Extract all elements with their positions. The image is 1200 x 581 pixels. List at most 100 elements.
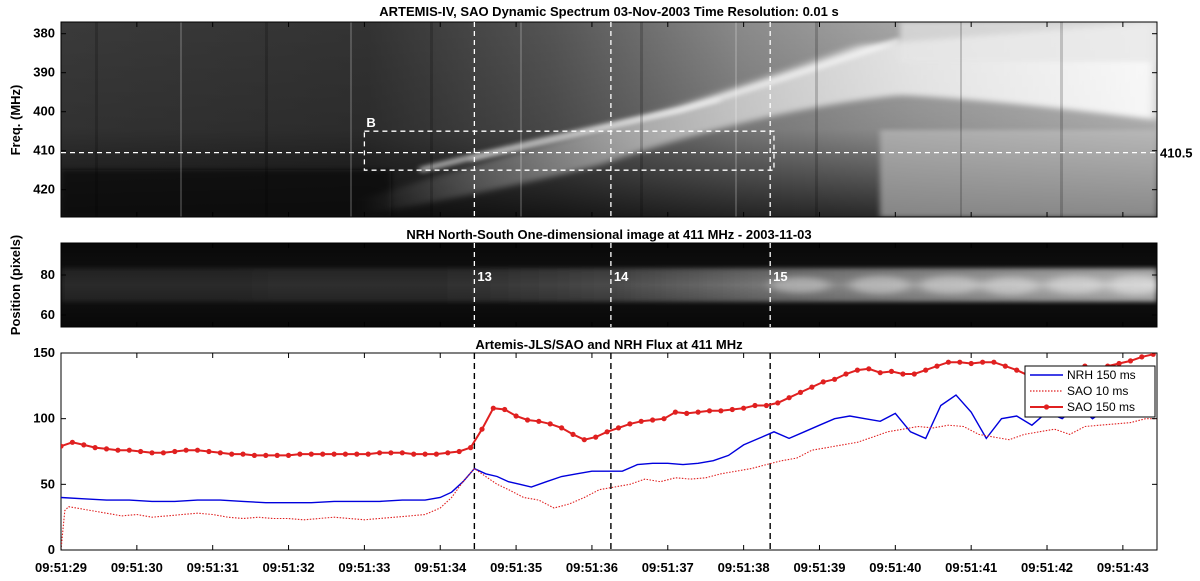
sao-150ms-point bbox=[92, 445, 98, 451]
spectrum-ytick-label: 390 bbox=[33, 65, 55, 80]
sao-150ms-point bbox=[433, 451, 439, 457]
time-tick-label: 09:51:42 bbox=[1021, 560, 1073, 575]
sao-150ms-point bbox=[263, 452, 269, 458]
sao-150ms-point bbox=[331, 451, 337, 457]
spectrum-ylabel: Freq. (MHz) bbox=[8, 85, 23, 156]
sao-150ms-point bbox=[900, 371, 906, 377]
sao-150ms-point bbox=[468, 445, 474, 451]
sao-150ms-point bbox=[957, 359, 963, 365]
time-tick-label: 09:51:41 bbox=[945, 560, 997, 575]
sao-150ms-point bbox=[627, 421, 633, 427]
sao-150ms-point bbox=[615, 425, 622, 431]
sao-150ms-point bbox=[377, 450, 383, 456]
sao-150ms-point bbox=[1014, 367, 1020, 373]
sao-150ms-point bbox=[866, 366, 872, 372]
sao-150ms-point bbox=[729, 406, 735, 413]
sao-150ms-point bbox=[661, 416, 667, 422]
time-tick-label: 09:51:34 bbox=[414, 560, 467, 575]
sao-150ms-point bbox=[297, 451, 303, 457]
sao-150ms-point bbox=[775, 400, 781, 406]
time-tick-label: 09:51:32 bbox=[263, 560, 315, 575]
legend-marker-sao150 bbox=[1043, 404, 1050, 410]
sao-150ms-point bbox=[706, 408, 713, 414]
sao-150ms-point bbox=[194, 447, 201, 453]
spectrum-frame bbox=[60, 21, 1158, 218]
sao-150ms-point bbox=[877, 370, 883, 376]
sao-150ms-point bbox=[854, 367, 861, 373]
sao-150ms-point bbox=[934, 363, 940, 369]
sao-150ms-point bbox=[365, 451, 371, 457]
sao-150ms-point bbox=[513, 413, 519, 419]
sao-150ms-point bbox=[832, 376, 838, 382]
sao-150ms-point bbox=[536, 418, 542, 424]
sao-150ms-point bbox=[547, 421, 553, 427]
legend-label-sao150: SAO 150 ms bbox=[1067, 400, 1135, 414]
sao-150ms-point bbox=[217, 450, 223, 456]
flux-ytick-label: 0 bbox=[48, 542, 55, 557]
sao-150ms-point bbox=[570, 431, 576, 437]
sao-150ms-point bbox=[274, 452, 280, 458]
freq-line-label: 410.5 bbox=[1160, 146, 1193, 161]
sao-150ms-point bbox=[843, 371, 849, 377]
nrh-title: NRH North-South One-dimensional image at… bbox=[406, 227, 811, 242]
sao-150ms-point bbox=[502, 406, 508, 413]
sao-150ms-point bbox=[103, 446, 110, 452]
time-tick-label: 09:51:31 bbox=[187, 560, 239, 575]
sao-150ms-point bbox=[285, 452, 292, 458]
sao-150ms-point bbox=[763, 402, 770, 409]
flux-frame bbox=[60, 352, 1158, 551]
sao-150ms-point bbox=[115, 447, 121, 453]
nrh-ytick-label: 60 bbox=[41, 307, 55, 322]
sao-150ms-point bbox=[1139, 354, 1145, 360]
flux-ytick-label: 100 bbox=[33, 411, 55, 426]
spectrum-ytick-label: 380 bbox=[33, 26, 55, 41]
sao-150ms-point bbox=[320, 451, 326, 457]
sao-150ms-point bbox=[593, 434, 599, 440]
sao-150ms-point bbox=[240, 451, 246, 457]
spectrum-streaks bbox=[95, 22, 1063, 217]
sao-150ms-point bbox=[695, 409, 701, 415]
sao-150ms-point bbox=[581, 437, 587, 443]
sao-150ms-point bbox=[638, 418, 644, 424]
flux-y-ticks: 0 50 100 150 bbox=[33, 345, 1157, 557]
sao-150ms-point bbox=[672, 409, 679, 415]
box-b bbox=[363, 130, 775, 171]
sao-150ms-point bbox=[229, 451, 235, 457]
spectrum-y-ticks: 380 390 400 410 420 bbox=[33, 22, 1157, 217]
sao-150ms-point bbox=[968, 360, 974, 367]
time-axis: 09:51:29 09:51:30 09:51:31 09:51:32 09:51:33… bbox=[35, 353, 1149, 575]
flux-marker-lines bbox=[473, 353, 771, 550]
sao-150ms-point bbox=[251, 452, 257, 458]
sao-150ms-point bbox=[752, 402, 758, 409]
marker-label: 13 bbox=[477, 269, 491, 284]
spectrum-panel: ARTEMIS-IV, SAO Dynamic Spectrum 03-Nov-… bbox=[8, 4, 1193, 218]
sao-150ms-point bbox=[820, 379, 826, 385]
nrh-ytick-label: 80 bbox=[41, 267, 55, 282]
sao-150ms-point bbox=[718, 408, 724, 414]
sao-150ms-point bbox=[980, 359, 986, 365]
box-label: B bbox=[366, 115, 375, 130]
sao-150ms-point bbox=[479, 426, 485, 432]
sao-150ms-point bbox=[888, 368, 895, 374]
sao-150ms-point bbox=[684, 410, 690, 416]
sao-150ms-point bbox=[1127, 358, 1134, 364]
marker-label: 14 bbox=[614, 269, 629, 284]
flux-title: Artemis-JLS/SAO and NRH Flux at 411 MHz bbox=[475, 337, 743, 352]
series-line-nrh-150ms bbox=[61, 378, 1150, 504]
flux-legend: NRH 150 ms SAO 10 ms SAO 150 ms bbox=[1024, 365, 1156, 418]
sao-150ms-point bbox=[923, 367, 929, 373]
sao-150ms-point bbox=[786, 395, 792, 401]
legend-label-nrh: NRH 150 ms bbox=[1067, 368, 1136, 382]
nrh-frame bbox=[60, 242, 1158, 328]
spectrum-overlay bbox=[61, 22, 1157, 217]
sao-150ms-point bbox=[388, 450, 394, 456]
nrh-overlay: 13 14 15 bbox=[473, 243, 788, 327]
sao-150ms-point bbox=[126, 447, 132, 453]
time-tick-label: 09:51:29 bbox=[35, 560, 87, 575]
spectrum-ytick-label: 400 bbox=[33, 104, 55, 119]
time-tick-label: 09:51:40 bbox=[869, 560, 921, 575]
spectrum-title: ARTEMIS-IV, SAO Dynamic Spectrum 03-Nov-… bbox=[379, 4, 838, 19]
sao-150ms-point bbox=[797, 389, 804, 395]
time-tick-label: 09:51:30 bbox=[111, 560, 163, 575]
sao-150ms-point bbox=[149, 450, 155, 456]
